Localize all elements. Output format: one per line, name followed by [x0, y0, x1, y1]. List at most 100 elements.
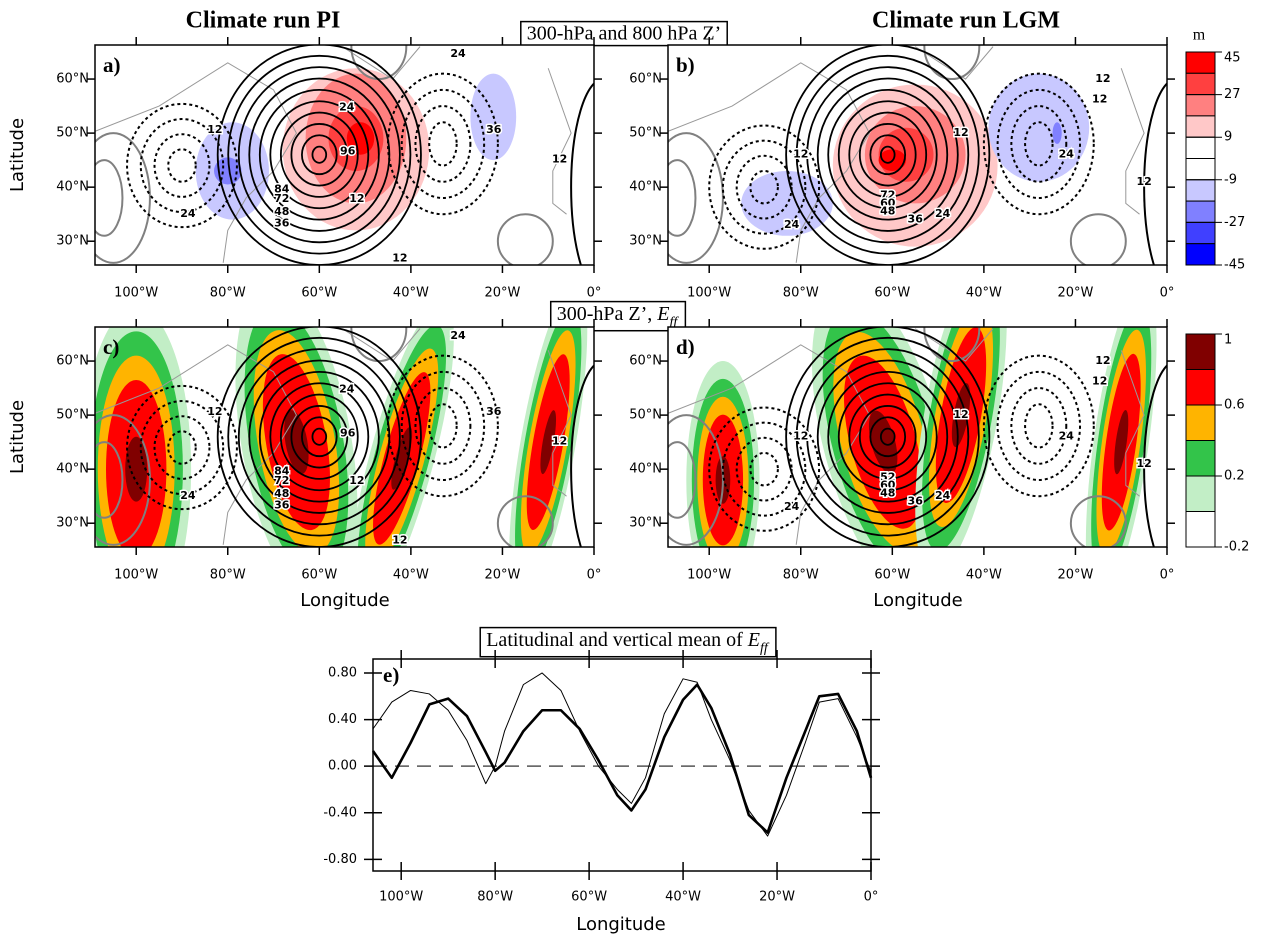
y-tick-label: 40°N [56, 462, 89, 477]
contour-label: 52 [880, 470, 895, 483]
contour-label: 48 [274, 487, 289, 500]
y-tick-label: 0.80 [328, 665, 357, 680]
chart-title-text: Latitudinal and vertical mean of [486, 629, 748, 651]
coastline [914, 328, 994, 362]
coastline [95, 344, 298, 545]
x-axis-label: Longitude [576, 914, 666, 935]
colorbar-box [1185, 440, 1216, 477]
contour-positive [827, 370, 949, 503]
x-tick-label: 60°W [874, 568, 910, 583]
anomaly-shading [988, 73, 1090, 182]
title-box [549, 300, 687, 332]
map-frame [667, 44, 1168, 266]
contour-label: 48 [880, 486, 895, 499]
x-axis-label: Longitude [873, 590, 963, 611]
contour-positive [290, 405, 349, 469]
x-tick-label: 80°W [783, 568, 819, 583]
contour-positive [570, 82, 594, 265]
contour-label: 36 [486, 123, 502, 136]
contour-label: 12 [349, 192, 364, 205]
contour-negative [708, 406, 821, 532]
contour-800hpa [668, 414, 724, 546]
contour-label: 96 [340, 144, 356, 157]
contour-positive [311, 145, 328, 164]
contour-label: 24 [935, 489, 951, 502]
contour-label: 12 [1095, 72, 1110, 85]
contour-label: 48 [880, 204, 895, 217]
contour-label: 12 [1136, 457, 1151, 470]
coastline [668, 344, 871, 545]
colorbar-box [1185, 221, 1216, 245]
y-tick-label: -0.40 [323, 805, 357, 820]
coastline [668, 62, 871, 263]
contour-label: 12 [1136, 175, 1151, 188]
contour-label: 36 [908, 495, 924, 508]
contour-positive [269, 382, 370, 492]
contour-positive [869, 416, 907, 458]
x-tick-label: 20°W [1057, 286, 1093, 301]
contour-positive [290, 123, 349, 187]
contour-positive [837, 382, 938, 492]
x-tick-label: 20°W [484, 568, 520, 583]
contour-label: 84 [274, 182, 290, 195]
contour-label: 36 [486, 405, 502, 418]
contour-label: 24 [784, 500, 800, 513]
y-tick-label: 0.00 [328, 759, 357, 774]
chart-title-subscript: ff [760, 641, 770, 656]
contour-label: 12 [953, 126, 968, 139]
contour-label: 12 [207, 405, 222, 418]
coastline [1120, 350, 1145, 497]
panel-title: Climate run LGM [872, 8, 1060, 34]
y-tick-label: 60°N [56, 72, 89, 87]
colorbar-box [1185, 200, 1216, 223]
contour-positive [301, 416, 338, 458]
contour-negative [167, 148, 197, 183]
contour-negative [996, 370, 1082, 481]
contour-label: 12 [552, 153, 567, 166]
contour-negative [167, 430, 197, 465]
x-tick-label: 80°W [210, 286, 246, 301]
contour-label: 12 [1095, 354, 1110, 367]
colorbar-box [1185, 94, 1216, 117]
x-tick-label: 100°W [379, 890, 423, 905]
x-tick-label: 0° [1160, 568, 1175, 583]
colorbar-box [1185, 158, 1216, 181]
x-tick-label: 60°W [571, 890, 607, 905]
contour-negative [735, 436, 793, 502]
colorbar-box [1185, 243, 1216, 266]
contour-negative [1010, 387, 1068, 465]
colorbar-box [1185, 115, 1216, 138]
contour-negative [1024, 403, 1054, 449]
contour-label: 36 [274, 498, 290, 511]
contour-positive [237, 66, 401, 244]
contour-800hpa [923, 45, 981, 81]
contour-label: 84 [274, 464, 290, 477]
colorbar-box [1185, 369, 1216, 406]
chart-title-symbol: E [747, 629, 760, 651]
x-axis-label: Longitude [300, 590, 390, 611]
y-tick-label: 30°N [629, 234, 662, 249]
anomaly-shading [741, 170, 833, 236]
contour-positive [806, 348, 970, 526]
plot-background [373, 659, 871, 871]
contour-label: 60 [880, 196, 896, 209]
colorbar-label: -27 [1224, 215, 1245, 230]
colorbar-box [1185, 475, 1216, 512]
row-title: 300-hPa and 800 hPa Z’ [527, 23, 721, 45]
contour-negative [386, 72, 499, 216]
y-tick-label: -0.80 [323, 852, 357, 867]
colorbar-label: -45 [1224, 258, 1245, 273]
panel-label: c) [103, 335, 119, 359]
line-series [371, 683, 873, 834]
panel-label: b) [676, 53, 695, 77]
contour-positive [269, 100, 370, 210]
x-tick-label: 20°W [759, 890, 795, 905]
contour-label: 12 [793, 148, 808, 161]
contour-label: 24 [450, 47, 466, 60]
contour-label: 12 [1092, 93, 1107, 106]
contour-positive [795, 54, 980, 255]
contour-label: 24 [339, 101, 355, 114]
contour-800hpa [95, 132, 151, 264]
